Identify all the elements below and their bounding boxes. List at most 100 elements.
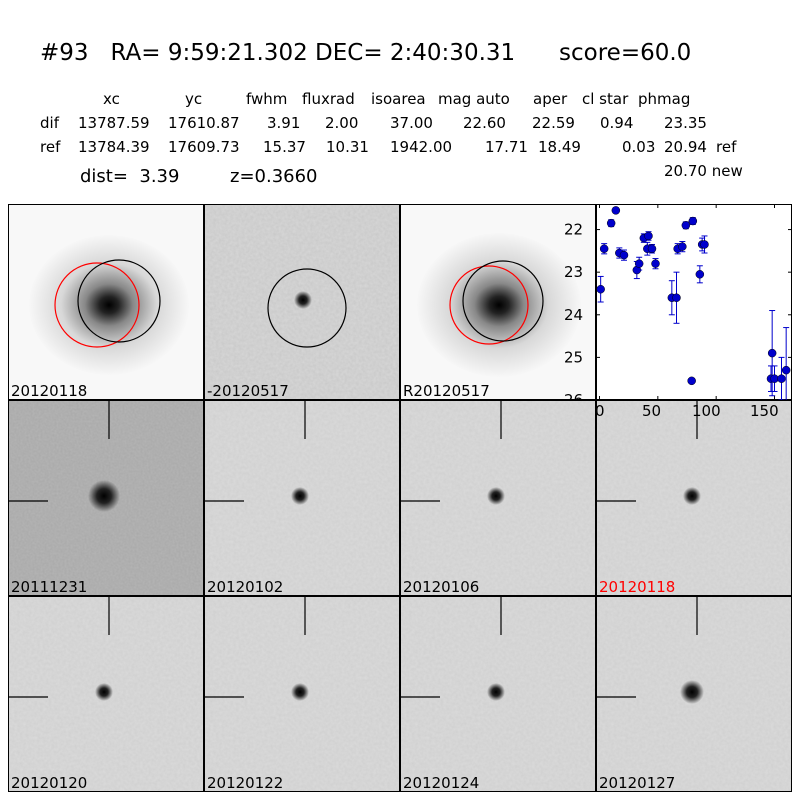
panel-label: 20120118 [11,382,88,400]
detection-circle [267,268,347,348]
panel-label: 20120106 [403,578,480,596]
panel-label: 20120122 [207,774,284,792]
row-dif-fluxrad: 2.00 [325,114,359,132]
point-marker [681,221,691,230]
data-point [770,365,779,392]
data-point [695,265,705,284]
x-tick-label: 50 [642,402,662,420]
row-ref-fluxrad: 10.31 [326,138,369,156]
row-ref-magauto: 17.71 [485,138,528,156]
point-marker [611,206,621,215]
cutout-image [9,401,203,595]
row-dif-isoarea: 37.00 [390,114,433,132]
row-dif-phmag: 23.35 [664,114,707,132]
difference-image [205,205,399,399]
cutout-image [401,597,595,791]
point-marker [651,259,660,268]
panel-label: 20120118 [599,578,676,596]
row-dif-yc: 17610.87 [168,114,240,132]
row-ref-phmag: 20.94 [664,138,707,156]
row-dif-clstar: 0.94 [600,114,634,132]
image-panel-ref: R20120517 [400,204,596,400]
detection-circle [462,260,544,342]
detection-circle [77,259,161,343]
col-xc: xc [103,90,120,108]
y-tick-label: 22 [564,221,583,239]
point-marker [644,231,653,241]
point-marker [647,244,657,253]
col-phmag: phmag [638,90,691,108]
data-point [681,221,691,230]
row-ref-suffix: ref [716,138,737,156]
data-point [606,218,616,228]
y-tick-label: 24 [564,306,583,324]
row-dif-xc: 13787.59 [78,114,150,132]
col-fwhm: fwhm [246,90,288,108]
z-text: z=0.3660 [230,166,318,187]
data-point [700,235,709,254]
cutout-image [597,597,791,791]
panel-label: 20120127 [599,774,676,792]
col-yc: yc [185,90,203,108]
panel-label: 20120124 [403,774,480,792]
point-marker [687,376,696,386]
data-point [596,275,605,303]
data-point [647,243,657,254]
galaxy-image [9,205,203,399]
data-point [599,243,609,255]
point-marker [606,218,616,228]
cutout-panel-5: 20120120 [8,596,204,792]
dist-text: dist= 3.39 [80,166,180,187]
data-point [678,240,687,253]
point-marker [619,250,629,260]
point-marker [777,374,786,383]
reference-image [401,205,595,399]
row-ref-label: ref [40,138,61,156]
data-point [688,216,698,226]
cutout-image [205,401,399,595]
data-point [687,376,696,386]
cutout-panel-1: 20111231 [8,400,204,596]
cutout-panel-3: 20120106 [400,400,596,596]
point-marker [781,365,791,375]
point-marker [599,244,609,253]
ref-circle [54,262,140,348]
page-title: #93 RA= 9:59:21.302 DEC= 2:40:30.31 scor… [40,40,692,66]
col-aper: aper [533,90,568,108]
point-marker [634,259,644,268]
y-tick-label: 25 [564,348,583,366]
new-mag-text: 20.70 new [664,162,743,180]
x-tick-label: 100 [692,402,721,420]
cutout-panel-7: 20120124 [400,596,596,792]
row-ref-clstar: 0.03 [622,138,656,156]
point-marker [767,348,777,358]
col-fluxrad: fluxrad [302,90,355,108]
image-panel-diff: -20120517 [204,204,400,400]
cutout-image [9,597,203,791]
data-point [644,231,653,241]
point-marker [688,216,698,226]
row-ref-isoarea: 1942.00 [390,138,453,156]
data-point [634,256,644,271]
row-dif-fwhm: 3.91 [267,114,301,132]
cutout-image [401,401,595,595]
data-point [651,258,660,270]
x-tick-label: 150 [750,402,779,420]
point-marker [695,270,705,279]
data-point [611,206,621,215]
cutout-image [597,401,791,595]
panel-label: 20111231 [11,578,88,596]
col-mag-auto: mag auto [438,90,510,108]
row-dif-magauto: 22.60 [463,114,506,132]
row-dif-aper: 22.59 [532,114,575,132]
panel-label: -20120517 [207,382,289,400]
point-marker [596,284,605,294]
cutout-panel-4: 20120118 [596,400,792,596]
col-isoarea: isoarea [371,90,426,108]
cutout-panel-8: 20120127 [596,596,792,792]
x-tick-label: 0 [595,402,605,420]
row-dif-label: dif [40,114,59,132]
point-marker [672,293,681,302]
panel-label: 20120120 [11,774,88,792]
